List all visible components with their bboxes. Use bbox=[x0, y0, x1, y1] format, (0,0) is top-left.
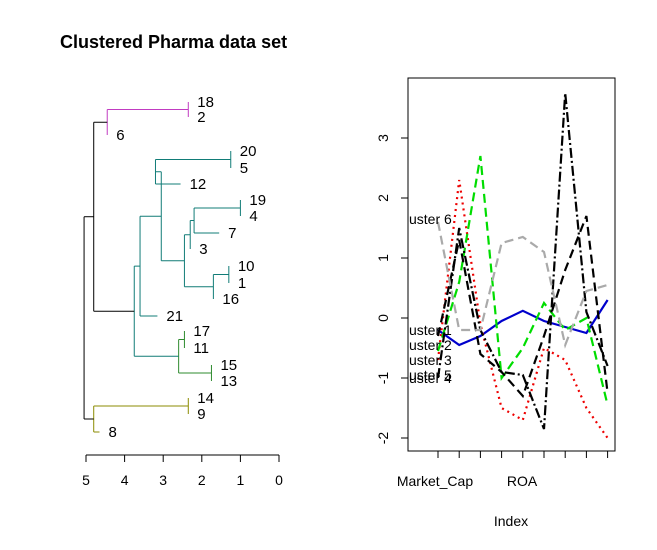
dendrogram-tick-label: 2 bbox=[198, 472, 206, 488]
series-label: uster 1 bbox=[409, 322, 452, 338]
series-label: uster 6 bbox=[409, 211, 452, 227]
series-line-2 bbox=[436, 179, 609, 439]
leaf-label: 18 bbox=[197, 94, 214, 111]
chart-title: Clustered Pharma data set bbox=[60, 32, 287, 52]
leaf-label: 4 bbox=[249, 208, 257, 225]
leaf-label: 9 bbox=[197, 406, 205, 423]
y-tick-label: 0 bbox=[375, 314, 391, 322]
plot-frame bbox=[407, 77, 616, 452]
leaf-label: 10 bbox=[238, 258, 255, 275]
dendrogram-tick-label: 0 bbox=[275, 472, 283, 488]
leaf-label: 8 bbox=[109, 424, 117, 441]
leaf-label: 15 bbox=[220, 357, 237, 374]
dendrogram-tick-label: 4 bbox=[121, 472, 129, 488]
dendrogram-tick-label: 5 bbox=[82, 472, 90, 488]
leaf-label: 19 bbox=[249, 192, 266, 209]
leaf-label: 11 bbox=[193, 340, 209, 357]
series-line-1 bbox=[437, 299, 609, 347]
leaf-label: 12 bbox=[190, 176, 207, 193]
series-label: uster 4 bbox=[409, 370, 452, 386]
series-line-6 bbox=[436, 221, 608, 349]
series-line-5 bbox=[436, 92, 609, 430]
y-tick-label: 1 bbox=[375, 254, 391, 262]
leaf-label: 3 bbox=[199, 241, 207, 258]
leaf-label: 2 bbox=[197, 109, 205, 126]
x-tick-label: ROA bbox=[507, 473, 538, 489]
leaf-label: 17 bbox=[193, 323, 210, 340]
y-tick-label: 2 bbox=[375, 194, 391, 202]
series-line-4 bbox=[436, 215, 609, 399]
series-label: uster 3 bbox=[409, 352, 452, 368]
leaf-label: 13 bbox=[220, 373, 237, 390]
leaf-label: 6 bbox=[116, 127, 124, 144]
leaf-label: 5 bbox=[240, 160, 248, 177]
dendrogram-tick-label: 3 bbox=[159, 472, 167, 488]
y-tick-label: 3 bbox=[375, 134, 391, 142]
leaf-label: 7 bbox=[228, 225, 236, 242]
series-label: uster 2 bbox=[409, 337, 452, 353]
x-tick-label: Market_Cap bbox=[397, 473, 473, 489]
line-plot: -2 -1 0 1 2 3 Market_Cap ROA Index uster 6 uster 1… bbox=[375, 77, 616, 529]
leaf-label: 21 bbox=[166, 308, 183, 325]
y-tick-label: -1 bbox=[375, 372, 391, 385]
dendrogram-tick-label: 1 bbox=[237, 472, 245, 488]
dendrogram-axis: 5 4 3 2 1 0 bbox=[82, 454, 283, 488]
leaf-label: 20 bbox=[240, 143, 257, 160]
series-label: uster 5 bbox=[409, 367, 452, 383]
leaf-label: 14 bbox=[197, 390, 214, 407]
series-line-3 bbox=[436, 155, 609, 406]
y-tick-label: -2 bbox=[375, 432, 391, 445]
leaf-label: 16 bbox=[222, 291, 239, 308]
leaf-label: 1 bbox=[238, 275, 246, 292]
x-axis-title: Index bbox=[494, 513, 528, 529]
